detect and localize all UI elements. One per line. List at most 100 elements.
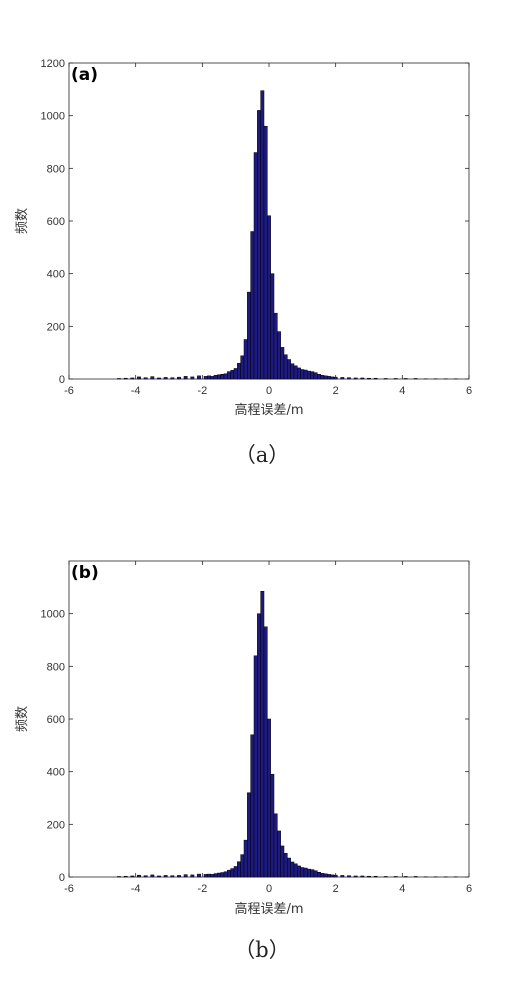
histogram-bar (130, 875, 135, 878)
histogram-bar (203, 376, 208, 380)
histogram-bar (123, 875, 128, 878)
histogram-bar (163, 875, 168, 878)
histogram-bar (300, 867, 305, 878)
histogram-bar (217, 872, 221, 878)
histogram-bar (137, 874, 141, 878)
histogram-bar (163, 377, 168, 380)
histogram-bar (183, 874, 188, 878)
histogram-bar (240, 355, 245, 380)
histogram-bar (347, 377, 351, 380)
y-tick-label: 1000 (41, 111, 65, 123)
histogram-bar (327, 874, 331, 878)
panel-label: (b) (71, 563, 99, 583)
histogram-bar (263, 626, 268, 878)
histogram-bar (170, 377, 175, 380)
histogram-bar (203, 874, 208, 878)
histogram-bar (170, 875, 175, 878)
histogram-bar (287, 857, 291, 878)
histogram-bar (287, 359, 291, 380)
bar-series (117, 90, 458, 380)
histogram-bar (323, 873, 328, 878)
histogram-bar (393, 876, 398, 878)
histogram-bar (233, 368, 238, 380)
histogram-bar (207, 873, 211, 878)
histogram-bar (257, 613, 261, 878)
histogram-bar (297, 865, 301, 878)
y-axis-label: 频数 (15, 208, 30, 234)
x-tick-label: 2 (333, 883, 339, 895)
histogram-bar (267, 215, 271, 380)
histogram-bar (143, 377, 148, 380)
histogram-bar (373, 377, 378, 380)
histogram-bar (230, 370, 235, 380)
histogram-bar (260, 591, 265, 878)
x-tick-label: 6 (466, 883, 472, 895)
y-tick-label: 0 (59, 374, 65, 386)
histogram-bar (327, 376, 331, 380)
histogram-bar (207, 375, 211, 380)
histogram-bar (353, 377, 358, 380)
y-tick-label: 1000 (41, 609, 65, 621)
histogram-bar (330, 376, 335, 380)
x-tick-label: -2 (197, 385, 207, 397)
histogram-bar (257, 110, 261, 380)
histogram-bar (227, 869, 231, 878)
histogram-bar (217, 374, 221, 380)
x-tick-label: 6 (466, 385, 472, 397)
histogram-bar (297, 367, 301, 380)
y-tick-label: 400 (47, 767, 65, 779)
y-tick-label: 200 (47, 321, 65, 333)
histogram-bar (383, 378, 388, 380)
x-axis-label: 高程误差/m (234, 901, 303, 917)
histogram-bar (227, 371, 231, 380)
histogram-bar (393, 378, 398, 380)
histogram-bar (320, 873, 325, 878)
y-tick-label: 0 (59, 872, 65, 884)
x-tick-label: -6 (64, 385, 74, 397)
histogram-bar (230, 868, 235, 878)
histogram-bar (307, 868, 311, 878)
histogram-bar (233, 866, 238, 878)
y-tick-label: 600 (47, 714, 65, 726)
x-tick-label: 2 (333, 385, 339, 397)
y-axis-ticks: 0 200 400 600 800 1000 (41, 609, 469, 884)
histogram-bar (323, 375, 328, 380)
y-tick-label: 400 (47, 269, 65, 281)
histogram-bar (353, 875, 358, 878)
histogram-bar (150, 874, 155, 878)
histogram-bar (270, 273, 275, 380)
histogram-bar (197, 873, 201, 878)
histogram-bar (213, 873, 218, 878)
x-tick-label: 4 (399, 385, 405, 397)
histogram-bar (303, 369, 308, 380)
histogram-bar (413, 378, 418, 380)
histogram-bar (247, 291, 251, 380)
histogram-bar (280, 347, 285, 380)
histogram-bar (367, 875, 371, 878)
histogram-bar (250, 734, 255, 878)
bar-series (117, 591, 458, 878)
x-tick-label: -4 (131, 385, 141, 397)
histogram-bar (237, 861, 241, 878)
histogram-bar (310, 371, 315, 380)
histogram-bar (190, 376, 195, 380)
histogram-bar (117, 378, 121, 380)
histogram-bar (270, 774, 275, 878)
histogram-bar (277, 830, 281, 878)
histogram-bar (340, 875, 345, 878)
histogram-bar (267, 718, 271, 878)
x-tick-label: 0 (266, 883, 272, 895)
histogram-bar (223, 871, 228, 878)
histogram-bar (320, 375, 325, 380)
histogram-bar (123, 377, 128, 380)
panel-label: (a) (71, 65, 98, 85)
y-tick-label: 800 (47, 661, 65, 673)
x-axis-ticks: -6 -4 -2 0 2 4 6 (64, 63, 472, 397)
histogram-bar (250, 231, 255, 380)
histogram-bar (213, 375, 218, 380)
histogram-bar (247, 792, 251, 878)
histogram-bar (243, 839, 248, 878)
histogram-bar (307, 370, 311, 380)
histogram-bar (150, 376, 155, 380)
